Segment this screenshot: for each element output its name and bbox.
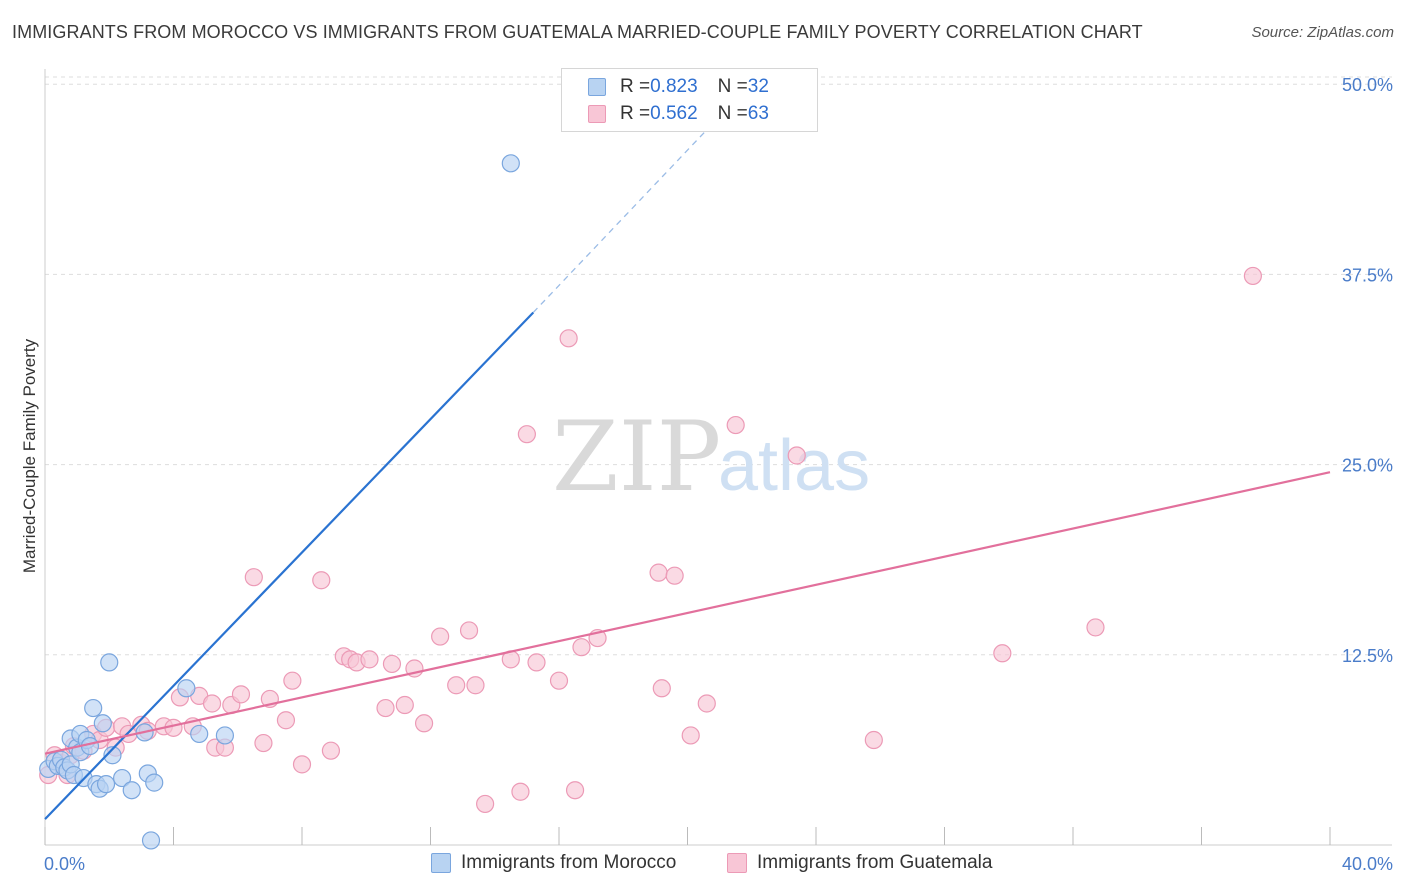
trend-line-morocco <box>44 311 535 820</box>
trend-line-guatemala <box>44 471 1331 755</box>
morocco-point <box>177 679 196 698</box>
source-credit: Source: ZipAtlas.com <box>1251 24 1394 41</box>
y-tick-label: 12.5% <box>1342 646 1393 666</box>
guatemala-point <box>565 781 585 800</box>
watermark-zip: ZIP <box>552 401 721 513</box>
morocco-point <box>501 154 520 173</box>
guatemala-point <box>559 329 578 348</box>
guatemala-point <box>312 571 331 590</box>
guatemala-point <box>511 782 530 801</box>
morocco-point <box>190 724 209 744</box>
trend-lines <box>44 98 1331 820</box>
legend-row-morocco: R = 0.823 N = 32 <box>588 75 769 99</box>
guatemala-point <box>321 741 341 760</box>
series-legend-morocco: Immigrants from Morocco <box>431 852 676 874</box>
guatemala-point <box>376 698 395 718</box>
guatemala-point <box>517 425 536 444</box>
y-tick-label: 25.0% <box>1342 456 1393 476</box>
legend-r-value-morocco: 0.823 <box>650 76 698 97</box>
morocco-point <box>84 698 103 718</box>
guatemala-point <box>431 627 450 646</box>
guatemala-point <box>549 671 569 690</box>
guatemala-point <box>665 566 684 585</box>
guatemala-point <box>382 654 402 674</box>
legend-n-label: N = <box>717 76 748 97</box>
y-tick-label: 50.0% <box>1342 75 1393 95</box>
guatemala-point <box>572 638 591 657</box>
guatemala-point <box>276 711 296 730</box>
guatemala-point <box>476 794 495 814</box>
legend-n-value-morocco: 32 <box>747 76 769 97</box>
morocco-point <box>145 773 164 792</box>
legend-r-label: R = <box>620 103 651 124</box>
guatemala-point <box>993 644 1012 663</box>
morocco-point <box>100 653 119 672</box>
series-swatch-morocco <box>431 853 451 873</box>
tick-labels: 12.5% 25.0% 37.5% 50.0% 0.0% 40.0% <box>44 75 1393 874</box>
x-tick-label-min: 0.0% <box>44 854 85 874</box>
legend-r-value-guatemala: 0.562 <box>650 103 698 124</box>
morocco-point <box>122 781 141 800</box>
series-name-morocco: Immigrants from Morocco <box>461 852 677 873</box>
guatemala-point <box>283 671 302 690</box>
guatemala-point <box>1086 618 1105 637</box>
guatemala-point <box>787 446 806 465</box>
legend-n-value-guatemala: 63 <box>747 103 769 124</box>
guatemala-point <box>414 714 434 733</box>
x-tick-label-max: 40.0% <box>1342 854 1393 874</box>
series-swatch-guatemala <box>727 853 747 873</box>
watermark-atlas: atlas <box>718 426 870 506</box>
axes <box>44 69 1392 846</box>
guatemala-point <box>292 755 312 774</box>
legend-r-label: R = <box>620 76 651 97</box>
guatemala-point <box>254 733 273 753</box>
series-name-guatemala: Immigrants from Guatemala <box>757 852 993 873</box>
guatemala-point <box>697 694 716 713</box>
morocco-point <box>96 775 116 794</box>
guatemala-point <box>466 676 485 695</box>
morocco-point <box>93 714 112 733</box>
trend-line-morocco-extension <box>532 98 737 313</box>
y-axis-label: Married-Couple Family Poverty <box>20 338 39 573</box>
guatemala-point <box>395 695 414 715</box>
legend-swatch-guatemala <box>588 105 606 123</box>
grid-lines <box>45 76 1392 656</box>
guatemala-point <box>447 676 466 695</box>
data-points <box>39 154 1263 850</box>
morocco-point <box>215 726 234 745</box>
guatemala-point <box>244 568 263 587</box>
guatemala-point <box>681 726 700 745</box>
guatemala-point <box>864 730 883 750</box>
guatemala-point <box>1243 266 1263 286</box>
guatemala-point <box>652 679 671 698</box>
morocco-point <box>141 831 161 850</box>
guatemala-point <box>726 415 745 435</box>
guatemala-point <box>649 563 668 582</box>
guatemala-point <box>360 650 379 669</box>
chart-title: IMMIGRANTS FROM MOROCCO VS IMMIGRANTS FR… <box>12 22 1143 42</box>
correlation-legend: R = 0.823 N = 32 R = 0.562 N = 63 <box>561 68 818 132</box>
legend-swatch-morocco <box>588 78 606 96</box>
legend-n-label: N = <box>717 103 748 124</box>
guatemala-point <box>459 621 479 640</box>
legend-row-guatemala: R = 0.562 N = 63 <box>588 102 769 126</box>
guatemala-point <box>231 685 251 704</box>
series-legend-guatemala: Immigrants from Guatemala <box>727 852 992 874</box>
y-tick-label: 37.5% <box>1342 265 1393 285</box>
guatemala-point <box>527 653 546 672</box>
morocco-point <box>112 768 132 788</box>
morocco-point <box>103 746 122 765</box>
guatemala-point <box>202 694 222 713</box>
